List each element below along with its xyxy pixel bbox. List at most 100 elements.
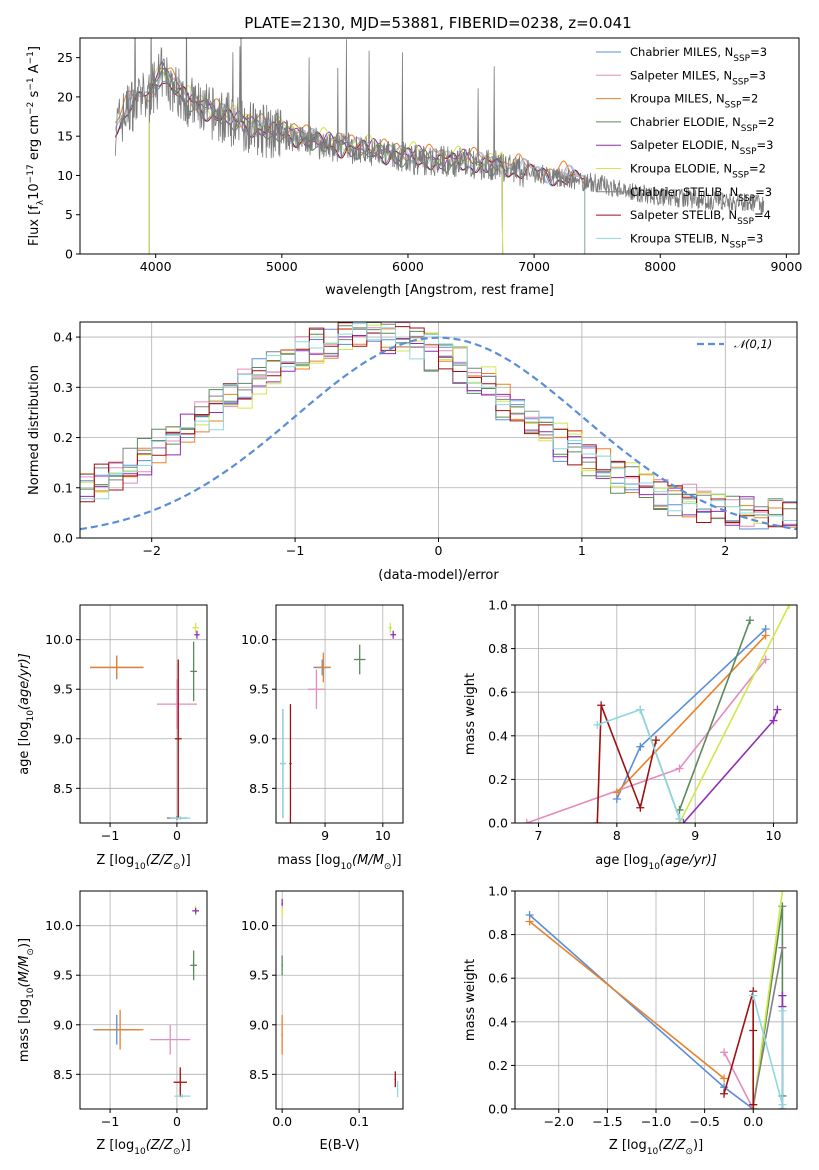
x-tick-label: 10 <box>766 828 782 843</box>
mass-weight-marker <box>720 1074 729 1083</box>
legend-entry: 𝒩(0,1) <box>734 337 772 351</box>
mass-weight-line <box>529 920 725 1080</box>
residuals-panel: −2 −1 0 1 2 0.0 0.1 0.2 0.3 0.4 𝒩(0,1) (data-model)… <box>27 321 798 583</box>
x-tick-label: 5000 <box>266 259 298 274</box>
y-tick-label: 5 <box>65 207 73 222</box>
mass-weight-marker <box>785 605 794 609</box>
y-tick-label: 0.2 <box>53 430 73 445</box>
y-tick-label: 20 <box>57 89 73 104</box>
mass-weight-line <box>678 620 751 811</box>
x-tick-label: 8000 <box>644 259 676 274</box>
residual-histogram <box>80 323 797 521</box>
model-spectrum <box>148 61 504 254</box>
figure-title: PLATE=2130, MJD=53881, FIBERID=0238, z=0… <box>244 14 631 32</box>
plot-area <box>114 38 765 254</box>
y-tick-label: 0.0 <box>488 816 508 831</box>
x-axis-label: E(B-V) <box>319 1138 359 1153</box>
x-tick-label: 8 <box>613 828 621 843</box>
x-tick-label: 0.0 <box>743 1114 763 1129</box>
mass-weight-marker <box>679 819 688 823</box>
y-axis-label: Flux [fλ10−17 erg cm−2 s−1 A−1] <box>26 46 46 246</box>
axes-frame <box>275 890 404 1110</box>
x-axis-label: Z [log10(Z/Z⊙)] <box>96 1138 190 1157</box>
x-tick-label: 6000 <box>392 259 424 274</box>
age-vs-metallicity-panel: −1 0 8.5 9.0 9.5 10.0 Z [log10(Z/Z⊙)] age [log1… <box>17 604 208 872</box>
mass-weight-marker <box>749 1026 758 1035</box>
y-tick-label: 0.2 <box>488 772 508 787</box>
mass-weight-marker <box>769 716 778 725</box>
mass-weight-marker <box>636 742 645 751</box>
y-tick-label: 9.0 <box>249 1017 269 1032</box>
x-tick-label: −2.0 <box>544 1114 574 1129</box>
mass-weight-marker <box>746 616 754 625</box>
x-tick-label: −0.5 <box>689 1114 719 1129</box>
x-tick-label: −2 <box>142 543 160 558</box>
plot-area <box>522 605 794 823</box>
y-tick-label: 0.6 <box>488 971 508 986</box>
y-tick-label: 0.4 <box>488 1014 508 1029</box>
axes-frame <box>79 37 800 255</box>
x-tick-label: 7000 <box>518 259 550 274</box>
mass-weight-marker <box>675 814 684 823</box>
mass-weight-marker <box>749 1100 758 1109</box>
x-axis-label: Z [log10(Z/Z⊙)] <box>96 853 190 872</box>
y-tick-label: 9.0 <box>53 1017 73 1032</box>
y-tick-label: 0.4 <box>53 330 73 345</box>
x-axis-label: Z [log10(Z/Z⊙)] <box>609 1138 703 1157</box>
x-tick-label: 9 <box>691 828 699 843</box>
spectrum-panel: 4000 5000 6000 7000 8000 9000 0 5 10 15 20 25 wavele… <box>26 37 802 298</box>
x-tick-label: 1 <box>578 543 586 558</box>
y-axis-label: mass weight <box>463 673 478 755</box>
mass-weight-marker <box>636 803 645 812</box>
mass-weight-marker <box>597 701 606 710</box>
y-tick-label: 0.6 <box>488 685 508 700</box>
x-tick-label: 9 <box>321 828 329 843</box>
mass-vs-metallicity-panel: −1 0 8.5 9.0 9.5 10.0 Z [log10(Z/Z⊙)] mass [log… <box>17 890 208 1157</box>
normal-curve <box>80 336 797 531</box>
x-tick-label: 0.1 <box>349 1114 369 1129</box>
mass-weight-line <box>682 709 779 823</box>
y-tick-label: 0.1 <box>53 480 73 495</box>
y-tick-label: 0.8 <box>488 641 508 656</box>
y-tick-label: 10.0 <box>241 918 269 933</box>
mass-weight-line <box>752 891 784 1109</box>
mass-weight-line <box>723 1051 754 1109</box>
data-spectrum <box>114 38 765 214</box>
y-tick-label: 25 <box>57 50 73 65</box>
y-axis-label: Normed distribution <box>27 365 42 495</box>
x-axis-label: mass [log10(M/M⊙)] <box>277 853 401 872</box>
x-tick-label: 7 <box>535 828 543 843</box>
x-axis-label: age [log10(age/yr)] <box>595 853 717 872</box>
axes-frame <box>514 890 798 1110</box>
y-tick-label: 1.0 <box>488 598 508 613</box>
plot-area <box>281 898 399 1098</box>
y-tick-label: 8.5 <box>249 781 269 796</box>
x-tick-label: 10 <box>375 828 391 843</box>
mass-weight-line <box>596 705 657 823</box>
mass-weight-line <box>752 947 784 1105</box>
axes-frame <box>79 321 798 539</box>
y-axis-label: mass [log10(M/M⊙)] <box>17 938 36 1062</box>
y-tick-label: 15 <box>57 129 73 144</box>
x-axis-label: wavelength [Angstrom, rest frame] <box>325 283 554 298</box>
y-tick-label: 9.5 <box>53 968 73 983</box>
y-tick-label: 0.2 <box>488 1058 508 1073</box>
mass-weight-marker <box>749 991 758 1000</box>
x-tick-label: 2 <box>721 543 729 558</box>
y-tick-label: 8.5 <box>53 1067 73 1082</box>
x-tick-label: −1 <box>101 828 119 843</box>
axes-frame <box>79 890 208 1110</box>
plot-area <box>93 905 199 1099</box>
plot-area <box>525 891 787 1109</box>
legend-entry: Kroupa STELIB, NSSP=3 <box>630 231 763 250</box>
legend-entry: Chabrier ELODIE, NSSP=2 <box>630 115 775 134</box>
legend-entry: Chabrier STELIB, NSSP=3 <box>630 185 772 204</box>
y-tick-label: 0 <box>65 247 73 262</box>
y-tick-label: 0.8 <box>488 927 508 942</box>
x-tick-label: −1 <box>101 1114 119 1129</box>
mass-weight-line <box>678 605 790 823</box>
mass-weight-marker <box>675 764 684 773</box>
legend-entry: Kroupa MILES, NSSP=2 <box>630 92 758 111</box>
mass-weight-marker <box>593 720 602 729</box>
